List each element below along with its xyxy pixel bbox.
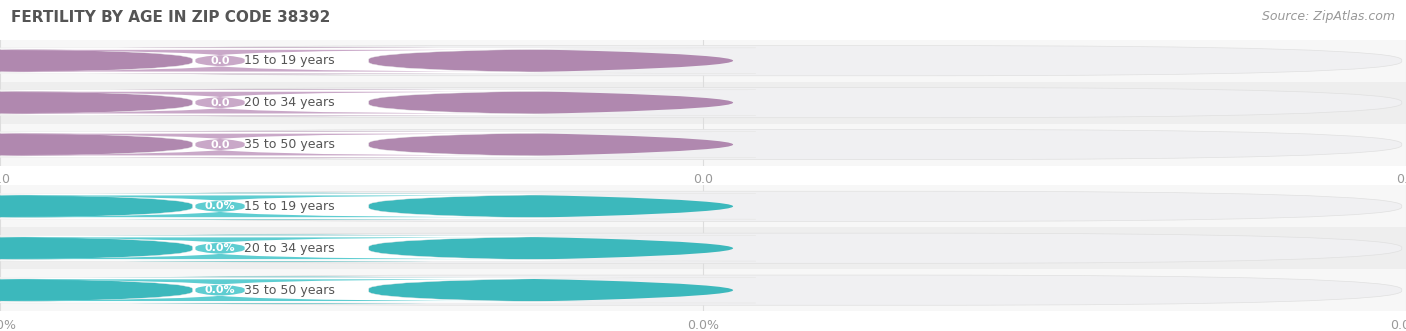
FancyBboxPatch shape [4,129,1402,160]
FancyBboxPatch shape [4,46,1402,76]
Bar [0,227,1406,269]
Text: 0.0: 0.0 [211,98,229,108]
Circle shape [0,277,733,304]
Text: 0.0%: 0.0% [205,285,235,295]
FancyBboxPatch shape [0,134,523,155]
Circle shape [0,235,733,262]
Text: Source: ZipAtlas.com: Source: ZipAtlas.com [1261,10,1395,23]
FancyBboxPatch shape [0,50,523,71]
Text: 35 to 50 years: 35 to 50 years [245,284,335,297]
FancyBboxPatch shape [4,191,1402,221]
FancyBboxPatch shape [0,237,523,259]
Bar [0,269,1406,311]
Text: FERTILITY BY AGE IN ZIP CODE 38392: FERTILITY BY AGE IN ZIP CODE 38392 [11,10,330,25]
Text: 20 to 34 years: 20 to 34 years [245,96,335,109]
Text: 20 to 34 years: 20 to 34 years [245,242,335,255]
Circle shape [0,47,733,74]
Text: 15 to 19 years: 15 to 19 years [245,54,335,67]
FancyBboxPatch shape [4,275,1402,305]
Circle shape [0,131,733,158]
FancyBboxPatch shape [0,90,756,116]
FancyBboxPatch shape [0,48,756,73]
Circle shape [0,89,733,116]
Text: 0.0%: 0.0% [205,201,235,211]
Bar [0,40,1406,82]
FancyBboxPatch shape [0,132,756,157]
Text: 15 to 19 years: 15 to 19 years [245,200,335,213]
FancyBboxPatch shape [0,92,523,114]
FancyBboxPatch shape [4,233,1402,263]
FancyBboxPatch shape [0,277,756,303]
FancyBboxPatch shape [0,194,756,219]
Text: 0.0%: 0.0% [205,243,235,253]
Text: 0.0: 0.0 [211,140,229,150]
FancyBboxPatch shape [0,196,523,217]
Bar [0,185,1406,227]
FancyBboxPatch shape [4,87,1402,118]
Text: 35 to 50 years: 35 to 50 years [245,138,335,151]
FancyBboxPatch shape [0,235,756,261]
Bar [0,82,1406,123]
Circle shape [0,193,733,220]
FancyBboxPatch shape [0,279,523,301]
Text: 0.0: 0.0 [211,56,229,66]
Bar [0,123,1406,166]
